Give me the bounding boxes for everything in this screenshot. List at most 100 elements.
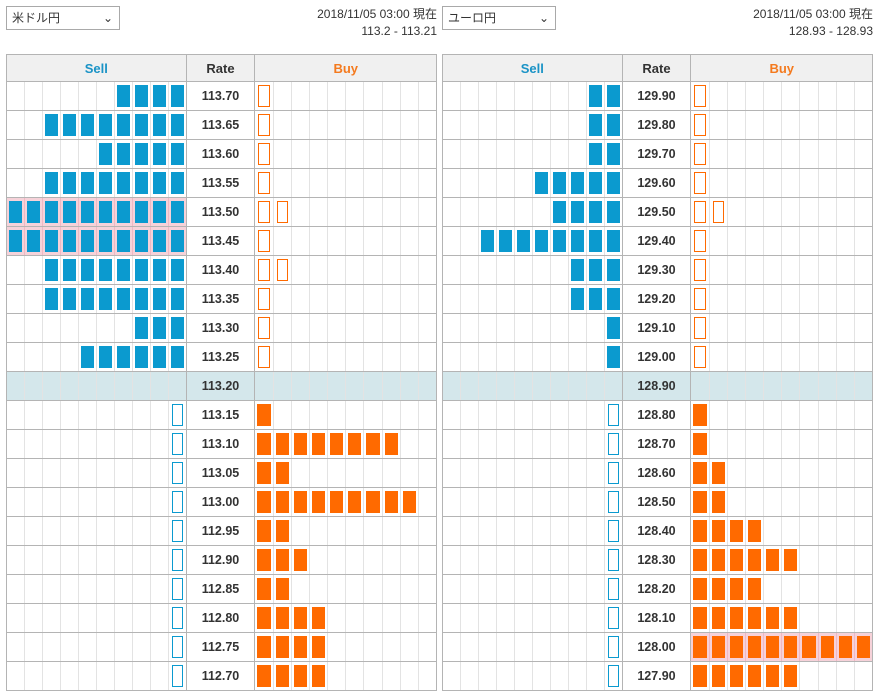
sell-volume-block — [479, 488, 497, 516]
sell-volume-block — [151, 633, 169, 661]
order-book-table: Sell Rate Buy 113.70 113.65 113.60 113.55 11… — [6, 54, 437, 691]
buy-volume-block — [272, 488, 291, 516]
buy-volume-block — [290, 343, 309, 371]
sell-volume-block — [97, 633, 115, 661]
sell-volume-block — [7, 517, 25, 545]
rate-cell: 113.60 — [185, 139, 256, 169]
buy-volume-block — [763, 372, 781, 400]
sell-volume-block — [169, 575, 186, 603]
buy-volume-block — [363, 459, 381, 487]
sell-volume-block — [97, 546, 115, 574]
buy-volume-block — [853, 633, 872, 661]
buy-volume-block — [817, 488, 836, 516]
buy-volume-block — [763, 82, 781, 110]
buy-volume-block — [255, 575, 272, 603]
sell-volume-block — [7, 256, 25, 284]
buy-volume-block — [817, 430, 836, 458]
sell-volume-block — [461, 227, 479, 255]
sell-volume-block — [587, 140, 605, 168]
buy-volume-block — [417, 604, 436, 632]
table-row: 129.30 — [442, 255, 873, 285]
sell-volume-block — [169, 459, 186, 487]
buy-volume-bar — [690, 81, 873, 111]
buy-volume-block — [853, 140, 872, 168]
sell-volume-block — [605, 111, 622, 139]
sell-volume-block — [97, 314, 115, 342]
buy-volume-block — [726, 82, 745, 110]
buy-volume-block — [290, 459, 309, 487]
buy-volume-block — [763, 604, 781, 632]
buy-volume-block — [399, 198, 418, 226]
buy-volume-block — [726, 140, 745, 168]
buy-volume-block — [345, 198, 363, 226]
sell-volume-block — [115, 314, 133, 342]
buy-volume-block — [290, 372, 309, 400]
buy-volume-block — [781, 314, 799, 342]
currency-pair-select[interactable]: ユーロ円 ⌄ — [442, 6, 556, 30]
sell-volume-block — [605, 82, 622, 110]
sell-volume-block — [533, 372, 551, 400]
sell-volume-block — [497, 82, 515, 110]
sell-volume-block — [25, 517, 43, 545]
buy-volume-block — [363, 430, 381, 458]
buy-volume-block — [726, 198, 745, 226]
buy-volume-block — [853, 372, 872, 400]
sell-volume-block — [169, 111, 186, 139]
sell-volume-block — [133, 633, 151, 661]
sell-volume-block — [115, 111, 133, 139]
sell-volume-block — [43, 372, 61, 400]
rate-cell: 113.45 — [185, 226, 256, 256]
sell-volume-block — [169, 604, 186, 632]
sell-volume-block — [497, 401, 515, 429]
sell-volume-block — [515, 256, 533, 284]
sell-volume-block — [25, 285, 43, 313]
sell-volume-block — [25, 198, 43, 226]
sell-volume-block — [7, 488, 25, 516]
table-row: 113.55 — [6, 168, 437, 198]
sell-volume-bar — [442, 371, 623, 401]
sell-volume-block — [515, 285, 533, 313]
buy-volume-block — [272, 343, 291, 371]
sell-volume-bar — [442, 197, 623, 227]
sell-volume-block — [479, 546, 497, 574]
buy-volume-block — [308, 198, 327, 226]
buy-volume-block — [744, 401, 763, 429]
buy-volume-block — [763, 169, 781, 197]
buy-volume-block — [417, 517, 436, 545]
buy-volume-block — [744, 488, 763, 516]
sell-volume-block — [61, 256, 79, 284]
table-row: 112.95 — [6, 516, 437, 546]
sell-volume-bar — [6, 400, 187, 430]
sell-volume-block — [43, 401, 61, 429]
sell-volume-block — [151, 314, 169, 342]
sell-header: Sell — [6, 54, 187, 82]
buy-volume-block — [817, 198, 836, 226]
buy-volume-block — [308, 604, 327, 632]
sell-volume-block — [79, 285, 97, 313]
sell-volume-block — [569, 401, 587, 429]
sell-volume-block — [79, 662, 97, 690]
sell-volume-block — [25, 169, 43, 197]
table-row: 128.70 — [442, 429, 873, 459]
sell-volume-block — [461, 285, 479, 313]
chevron-down-icon: ⌄ — [538, 11, 549, 25]
sell-volume-block — [43, 662, 61, 690]
buy-volume-block — [272, 604, 291, 632]
buy-volume-block — [817, 575, 836, 603]
rate-cell: 113.30 — [185, 313, 256, 343]
buy-volume-block — [781, 662, 799, 690]
sell-volume-bar — [6, 574, 187, 604]
buy-volume-block — [417, 82, 436, 110]
sell-volume-block — [479, 169, 497, 197]
sell-volume-block — [587, 111, 605, 139]
buy-volume-block — [345, 314, 363, 342]
rate-header: Rate — [621, 54, 692, 82]
buy-volume-block — [835, 401, 854, 429]
buy-volume-block — [417, 459, 436, 487]
buy-volume-bar — [690, 574, 873, 604]
currency-pair-select[interactable]: 米ドル円 ⌄ — [6, 6, 120, 30]
sell-volume-block — [115, 488, 133, 516]
sell-volume-block — [115, 227, 133, 255]
buy-volume-block — [255, 604, 272, 632]
sell-header: Sell — [442, 54, 623, 82]
